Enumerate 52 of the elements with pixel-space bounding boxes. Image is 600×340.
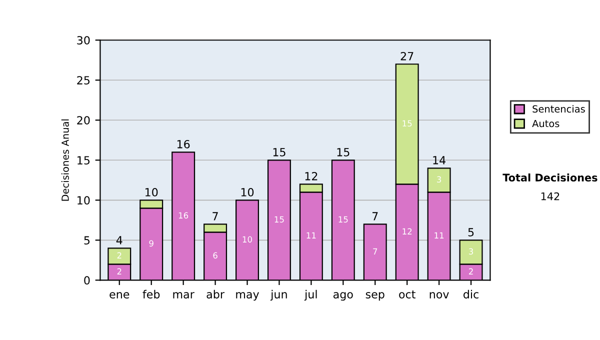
x-tick-label: jul — [304, 290, 317, 301]
text: Total Decisiones — [502, 173, 598, 182]
data-label: 11 — [306, 232, 316, 238]
total-label: 10 — [146, 188, 158, 196]
data-label: 16 — [178, 212, 188, 219]
x-tick-label: ene — [110, 292, 130, 298]
y-axis-title: Decisiones Anual — [61, 119, 69, 201]
x-tick-label: oct — [399, 290, 416, 298]
x-tick-label: abr — [206, 290, 224, 298]
y-tick-label: 20 — [77, 116, 90, 125]
legend-label: Autos — [532, 120, 560, 128]
y-tick-label: 25 — [77, 76, 90, 85]
x-tick-label: ago — [333, 292, 353, 301]
data-label: 2 — [117, 268, 122, 274]
x-tick-label: mar — [173, 292, 194, 298]
total-label: 12 — [305, 172, 318, 180]
data-label: 3 — [437, 176, 442, 183]
total-label: 27 — [400, 52, 414, 60]
total-label: 10 — [241, 188, 254, 196]
y-tick-label: 30 — [77, 36, 90, 44]
total-label: 14 — [433, 156, 446, 164]
data-label: 15 — [338, 216, 348, 223]
data-label: 2 — [117, 252, 122, 258]
text: 142 — [541, 192, 560, 200]
total-label: 15 — [337, 148, 350, 156]
total-label: 5 — [468, 228, 474, 236]
x-tick-label: nov — [430, 292, 449, 298]
y-tick-label: 10 — [78, 196, 90, 205]
x-tick-label: dic — [464, 290, 478, 298]
data-label: 11 — [434, 232, 444, 238]
data-label: 10 — [242, 236, 252, 243]
total-label: 4 — [116, 236, 122, 244]
total-label: 15 — [273, 148, 286, 156]
y-tick-label: 15 — [78, 156, 90, 165]
data-label: 9 — [149, 240, 154, 247]
legend-label: Sentencias — [532, 105, 585, 113]
total-label: 16 — [177, 140, 190, 148]
x-tick-label: sep — [366, 292, 384, 301]
x-tick-label: may — [236, 292, 260, 301]
y-tick-label: 5 — [84, 236, 90, 245]
y-tick-label: 0 — [84, 276, 90, 285]
data-label: 12 — [402, 228, 412, 234]
x-tick-label: feb — [142, 290, 160, 298]
data-label: 15 — [402, 120, 412, 127]
data-label: 3 — [469, 248, 474, 255]
data-label: 7 — [373, 248, 378, 254]
total-label: 7 — [212, 212, 218, 220]
x-tick-label: jun — [270, 290, 287, 301]
data-label: 2 — [468, 268, 473, 274]
data-label: 6 — [213, 252, 218, 259]
data-label: 15 — [274, 216, 284, 223]
total-label: 7 — [372, 212, 378, 220]
